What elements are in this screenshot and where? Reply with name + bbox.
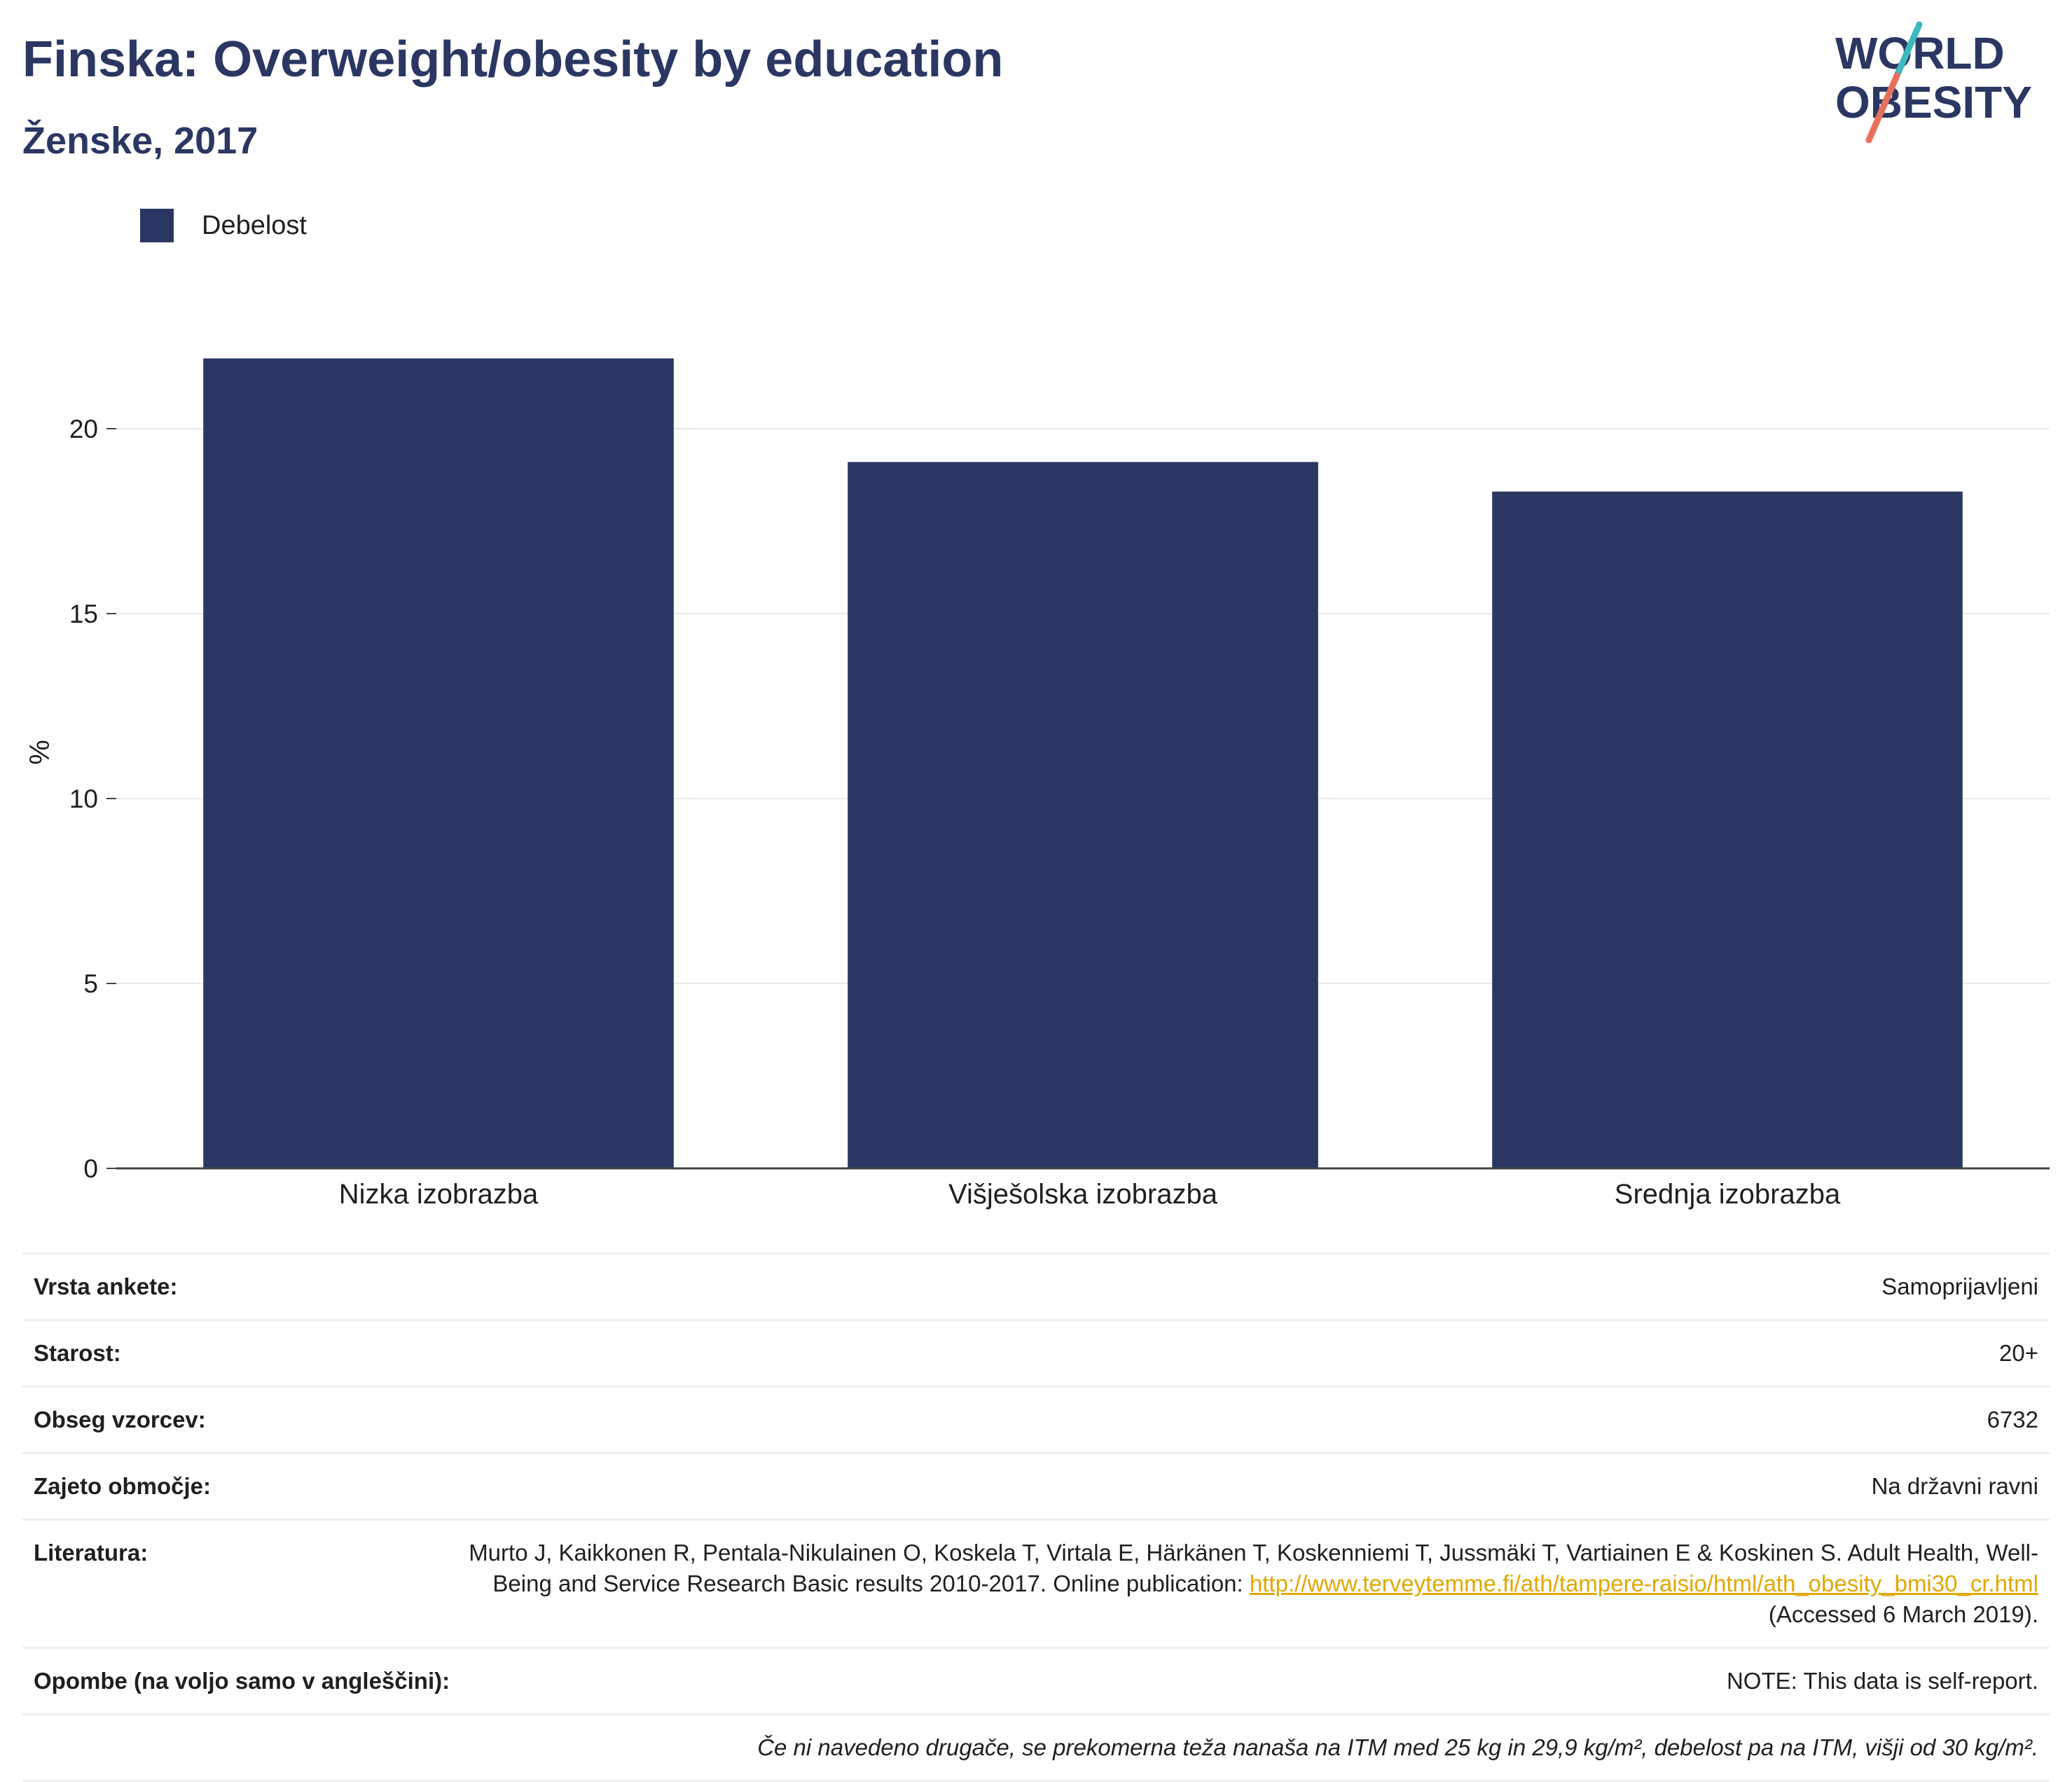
logo-slash-teal: [1893, 21, 1923, 79]
bmi-definition-footnote: Če ni navedeno drugače, se prekomerna te…: [757, 1734, 2038, 1760]
literature-link[interactable]: http://www.terveytemme.fi/ath/tampere-ra…: [1249, 1570, 2038, 1596]
meta-label-area: Zajeto območje:: [34, 1473, 212, 1499]
y-tick-label: 0: [83, 1154, 98, 1183]
meta-row-sample-size: Obseg vzorcev: 6732: [22, 1386, 2050, 1452]
x-tick-label: Višješolska izobrazba: [948, 1179, 1218, 1210]
meta-value-notes: NOTE: This data is self-report.: [1726, 1668, 2038, 1694]
literature-accessed-text: (Accessed 6 March 2019).: [1768, 1601, 2038, 1627]
x-tick-label: Srednja izobrazba: [1615, 1179, 1841, 1210]
meta-label-survey-type: Vrsta ankete:: [34, 1273, 178, 1299]
bar-vi-je-olska-izobrazba: [848, 462, 1318, 1168]
legend-label-debelost: Debelost: [202, 210, 307, 240]
y-tick-label: 20: [69, 415, 98, 443]
meta-value-area: Na državni ravni: [1871, 1473, 2038, 1499]
meta-label-literature: Literatura:: [34, 1540, 149, 1566]
bar-chart: 0 5 10 15 20% Nizka izobrazba Višješolska izob…: [25, 358, 2050, 1210]
literature-citation-text: Murto J, Kaikkonen R, Pentala-Nikulainen…: [469, 1540, 2038, 1596]
meta-row-footnote: Če ni navedeno drugače, se prekomerna te…: [22, 1713, 2050, 1782]
logo-slash-coral: [1865, 72, 1900, 144]
meta-row-literature: Literatura: Murto J, Kaikkonen R, Pental…: [22, 1519, 2050, 1647]
meta-label-sample-size: Obseg vzorcev:: [34, 1407, 206, 1432]
meta-row-notes: Opombe (na voljo samo v angleščini): NOT…: [22, 1647, 2050, 1713]
world-obesity-logo: WORLD OBESITY: [1835, 21, 2032, 144]
y-tick-label: 10: [69, 785, 98, 813]
meta-value-survey-type: Samoprijavljeni: [1881, 1273, 2038, 1299]
meta-row-survey-type: Vrsta ankete: Samoprijavljeni: [22, 1252, 2050, 1319]
chart-legend: Debelost: [140, 209, 307, 242]
page-subtitle: Ženske, 2017: [22, 120, 258, 162]
bar-nizka-izobrazba: [203, 358, 674, 1169]
metadata-table: Vrsta ankete: Samoprijavljeni Starost: 2…: [22, 1252, 2050, 1782]
meta-row-age: Starost: 20+: [22, 1319, 2050, 1386]
y-tick-label: 5: [83, 969, 98, 998]
logo-word-world: WORLD: [1835, 28, 2005, 78]
meta-row-area: Zajeto območje: Na državni ravni: [22, 1452, 2050, 1519]
meta-value-literature: Murto J, Kaikkonen R, Pentala-Nikulainen…: [462, 1538, 2038, 1630]
y-axis-title: %: [25, 740, 55, 765]
meta-value-age: 20+: [1999, 1340, 2038, 1366]
y-tick-label: 15: [69, 600, 98, 628]
x-tick-label: Nizka izobrazba: [339, 1179, 539, 1210]
logo-word-obesity: OBESITY: [1835, 77, 2032, 127]
meta-label-notes: Opombe (na voljo samo v angleščini):: [34, 1668, 450, 1694]
meta-label-age: Starost:: [34, 1340, 121, 1366]
meta-value-sample-size: 6732: [1987, 1407, 2038, 1432]
page-title: Finska: Overweight/obesity by education: [22, 32, 1004, 88]
bar-srednja-izobrazba: [1492, 491, 1963, 1168]
legend-swatch-debelost: [140, 209, 174, 242]
